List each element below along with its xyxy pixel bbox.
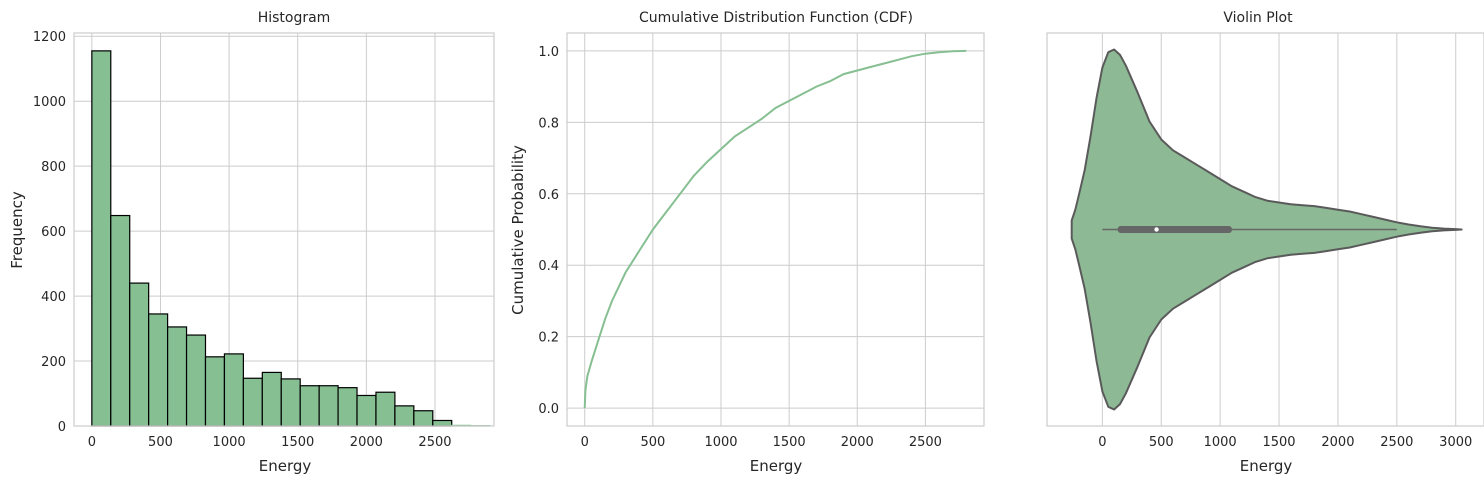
histogram-x-tick-label: 0: [88, 435, 96, 450]
histogram-x-tick-label: 2000: [350, 435, 383, 450]
cdf-line: [583, 49, 967, 409]
cdf-x-tick-label: 1500: [773, 435, 806, 450]
histogram-y-tick-label: 1200: [33, 30, 66, 45]
histogram-bar: [91, 50, 112, 427]
histogram-x-tick-label: 1000: [213, 435, 246, 450]
cdf-ylabel: Cumulative Probability: [509, 145, 527, 315]
histogram-bars: [91, 50, 491, 427]
violin-panel: Violin Plot Energy 0 500 1000 1500 2000 2500 3…: [1046, 10, 1484, 475]
cdf-grid: [567, 33, 984, 426]
cdf-y-tick-label: 0.8: [538, 116, 559, 131]
histogram-ylabel: Frequency: [8, 191, 26, 269]
histogram-panel: Histogram Energy Frequency 0 500 1000 1500 2…: [8, 10, 495, 475]
histogram-xlabel: Energy: [259, 457, 312, 475]
cdf-panel: Cumulative Distribution Function (CDF) E…: [509, 10, 985, 475]
histogram-y-tick-label: 400: [41, 290, 66, 305]
histogram-title: Histogram: [258, 10, 331, 26]
histogram-bar: [318, 385, 339, 427]
violin-x-tick-label: 2500: [1380, 435, 1413, 450]
cdf-y-tick-label: 0.4: [538, 259, 559, 274]
histogram-bar: [110, 214, 131, 427]
violin-iqr-box: [1117, 226, 1232, 233]
histogram-y-tick-label: 800: [41, 160, 66, 175]
histogram-x-tick-label: 500: [148, 435, 173, 450]
histogram-bar: [375, 391, 396, 427]
violin-xlabel: Energy: [1240, 457, 1293, 475]
cdf-y-tick-label: 0.0: [538, 402, 559, 417]
cdf-x-tick-label: 1000: [704, 435, 737, 450]
histogram-y-tick-label: 200: [41, 355, 66, 370]
cdf-x-tick-label: 2000: [841, 435, 874, 450]
cdf-title: Cumulative Distribution Function (CDF): [639, 10, 913, 26]
histogram-bar: [261, 371, 282, 427]
histogram-bar: [394, 405, 415, 427]
histogram-bar: [242, 377, 263, 427]
histogram-bar: [432, 419, 453, 427]
cdf-y-tick-label: 0.6: [538, 188, 559, 203]
histogram-bar: [299, 385, 320, 427]
histogram-frame: [73, 32, 495, 427]
histogram-bar: [280, 378, 301, 427]
violin-x-tick-label: 1000: [1204, 435, 1237, 450]
histogram-bar: [148, 313, 169, 427]
cdf-x-tick-label: 2500: [909, 435, 942, 450]
histogram-bar: [167, 326, 188, 427]
histogram-bar: [204, 356, 226, 427]
histogram-x-tick-label: 1500: [281, 435, 314, 450]
violin-x-tick-label: 0: [1098, 435, 1106, 450]
violin-x-tick-label: 2000: [1321, 435, 1354, 450]
cdf-x-tick-label: 0: [581, 435, 589, 450]
cdf-y-tick-label: 1.0: [538, 45, 559, 60]
violin-median-dot: [1154, 227, 1159, 232]
cdf-frame: [566, 32, 985, 427]
histogram-y-tick-label: 0: [58, 420, 66, 435]
histogram-bar: [223, 353, 244, 427]
violin-x-tick-label: 3000: [1439, 435, 1472, 450]
violin-x-tick-label: 1500: [1262, 435, 1295, 450]
histogram-y-tick-label: 600: [41, 225, 66, 240]
histogram-x-tick-label: 2500: [418, 435, 451, 450]
cdf-y-tick-label: 0.2: [538, 331, 559, 346]
histogram-grid: [74, 33, 494, 427]
violin-frame: [1046, 32, 1484, 427]
violin-x-tick-label: 500: [1149, 435, 1174, 450]
histogram-bar: [129, 282, 150, 427]
cdf-xlabel: Energy: [750, 457, 803, 475]
histogram-bar: [185, 334, 207, 427]
histogram-bar: [413, 410, 434, 427]
violin-title: Violin Plot: [1223, 10, 1293, 26]
histogram-bar: [356, 394, 377, 427]
histogram-y-tick-label: 1000: [33, 95, 66, 110]
histogram-bar: [337, 387, 358, 427]
cdf-x-tick-label: 500: [640, 435, 665, 450]
